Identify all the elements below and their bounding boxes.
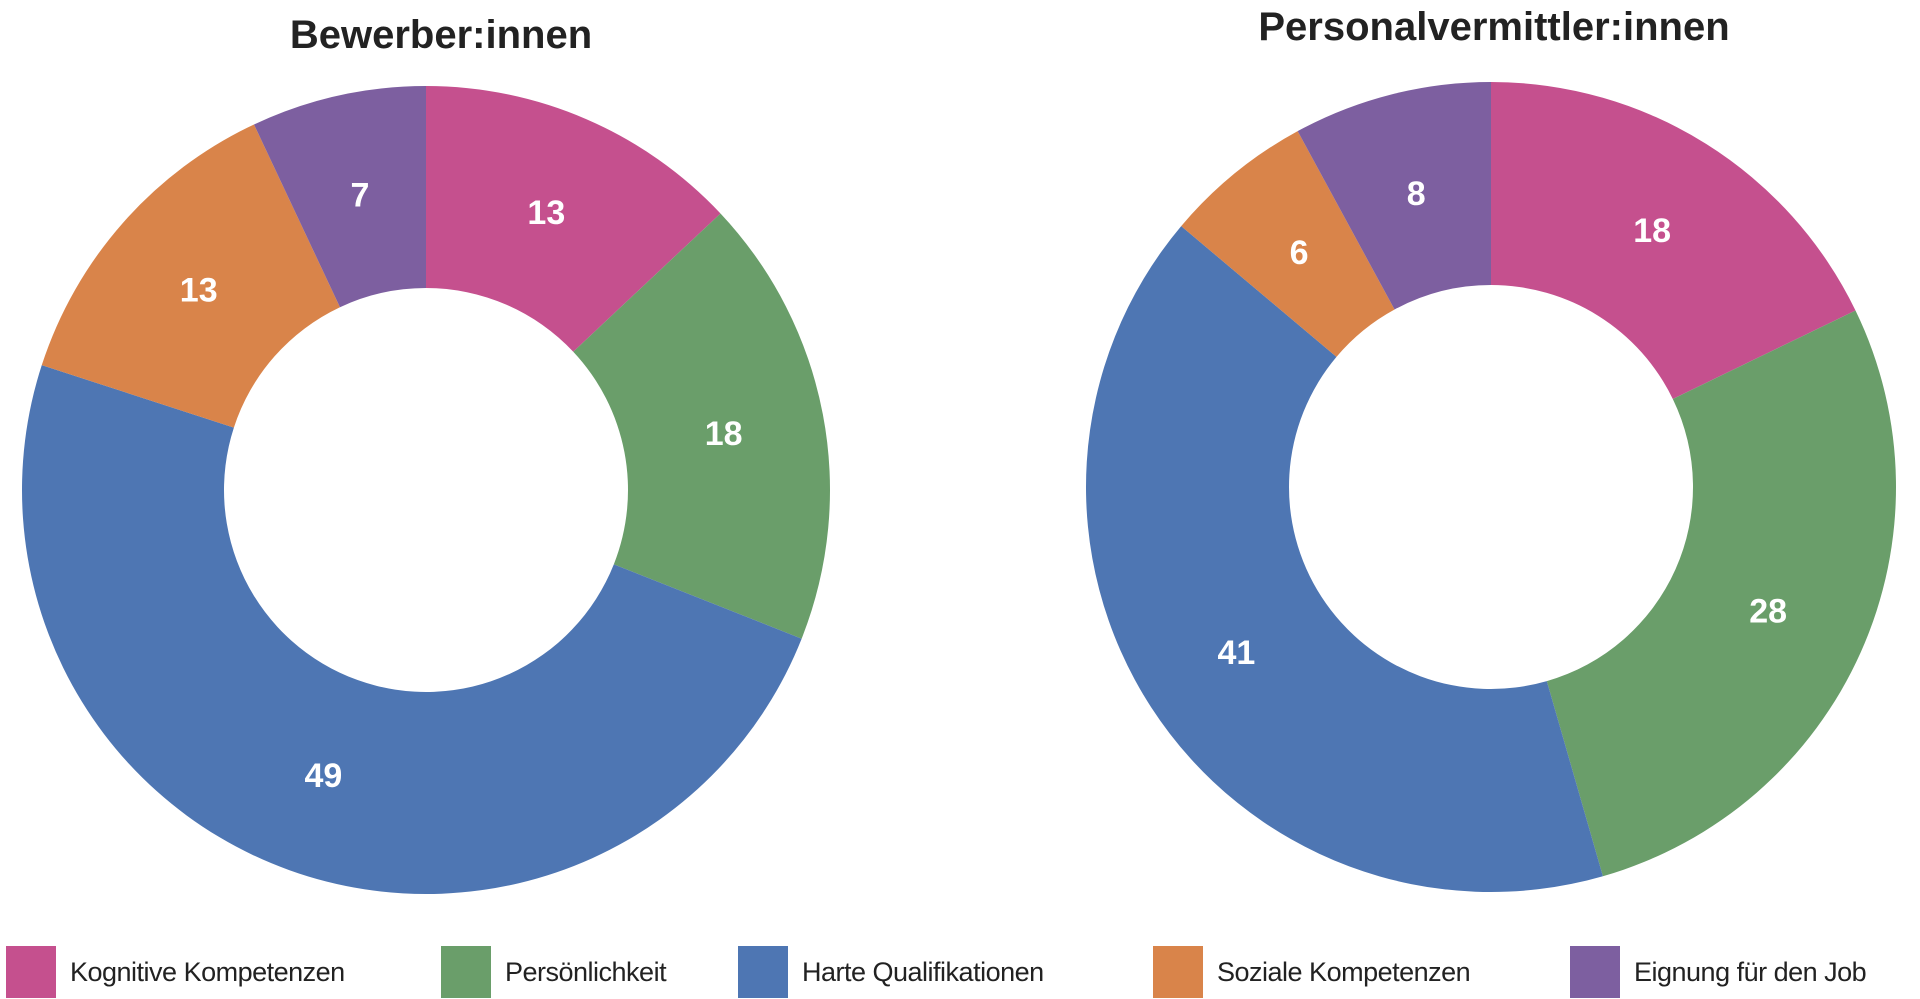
- data-label-persoenlichkeit: 28: [1749, 593, 1787, 631]
- data-label-harte: 41: [1217, 634, 1255, 672]
- data-label-soziale: 13: [180, 272, 218, 310]
- legend-label: Eignung für den Job: [1634, 956, 1867, 987]
- slice-soziale: [41, 124, 340, 428]
- data-label-eignung: 8: [1407, 175, 1426, 213]
- legend: Kognitive Kompetenzen Persönlichkeit Har…: [0, 946, 1920, 999]
- slice-eignung: [1297, 82, 1491, 310]
- legend-label: Persönlichkeit: [505, 956, 667, 987]
- data-label-persoenlichkeit: 18: [705, 415, 743, 453]
- slice-eignung: [253, 86, 426, 308]
- legend-swatch: [1570, 946, 1620, 998]
- legend-swatch: [6, 946, 56, 998]
- legend-label: Kognitive Kompetenzen: [70, 956, 345, 987]
- legend-item-kognitive: Kognitive Kompetenzen: [6, 946, 345, 998]
- donut-bewerber: 13 18 49 13 7: [22, 86, 830, 894]
- data-label-kognitive: 13: [527, 194, 565, 232]
- legend-label: Harte Qualifikationen: [802, 956, 1044, 987]
- legend-item-persoenlichkeit: Persönlichkeit: [441, 946, 667, 998]
- slice-kognitive: [1491, 82, 1856, 399]
- slice-soziale: [1181, 131, 1395, 357]
- legend-label: Soziale Kompetenzen: [1217, 956, 1471, 987]
- legend-item-harte: Harte Qualifikationen: [738, 946, 1044, 998]
- legend-swatch: [441, 946, 491, 998]
- legend-item-soziale: Soziale Kompetenzen: [1153, 946, 1471, 998]
- slice-persoenlichkeit: [573, 213, 830, 639]
- legend-swatch: [1153, 946, 1203, 998]
- chart-title-personalvermittler: Personalvermittler:innen: [1258, 5, 1729, 49]
- chart-title-bewerber: Bewerber:innen: [290, 13, 592, 57]
- legend-swatch: [738, 946, 788, 998]
- slice-persoenlichkeit: [1546, 310, 1896, 877]
- slice-harte: [22, 365, 802, 894]
- donut-personalvermittler: 18 28 41 6 8: [1085, 82, 1896, 893]
- legend-item-eignung: Eignung für den Job: [1570, 946, 1867, 998]
- slice-harte: [1085, 226, 1603, 893]
- data-label-eignung: 7: [350, 176, 369, 214]
- data-label-harte: 49: [304, 757, 342, 795]
- data-label-soziale: 6: [1290, 234, 1309, 272]
- data-label-kognitive: 18: [1633, 212, 1671, 250]
- slice-kognitive: [426, 86, 721, 352]
